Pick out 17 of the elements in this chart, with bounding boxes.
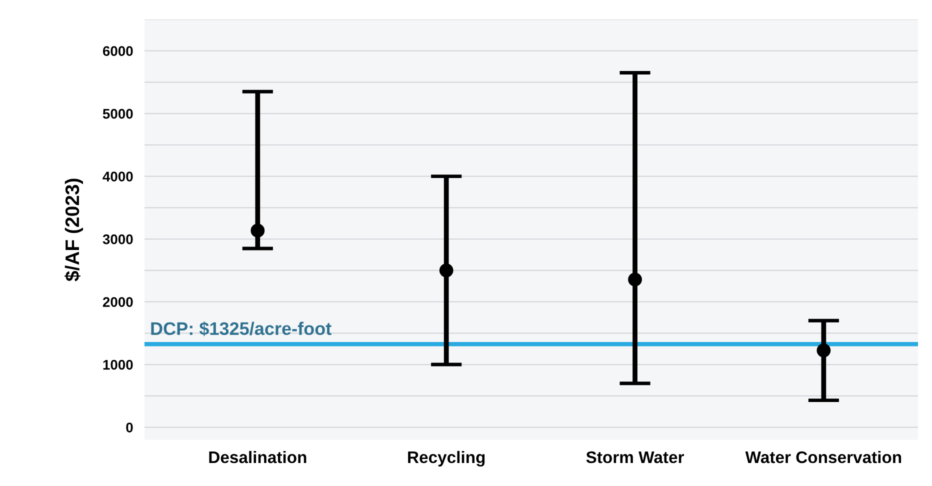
x-tick-label: Recycling — [408, 450, 485, 467]
point — [439, 263, 454, 278]
y-tick-label: 5000 — [102, 108, 133, 119]
point — [250, 224, 265, 238]
y-tick-label: 6000 — [102, 46, 133, 56]
y-tick-label: 1000 — [103, 360, 133, 370]
y-tick-label: 2000 — [102, 297, 133, 307]
y-tick-label: 0 — [126, 422, 133, 432]
y-axis-title: $/AF (2023) — [64, 178, 84, 282]
x-tick-label: Water Conservation — [745, 450, 902, 464]
point — [816, 343, 831, 358]
point — [628, 272, 642, 286]
x-tick-label: Desalination — [209, 450, 306, 464]
ref-line-label: DCP: $1325/acre-foot — [151, 321, 332, 336]
x-tick-label: Storm Water — [586, 451, 684, 464]
y-tick-label: 3000 — [102, 234, 133, 244]
y-tick-label: 4000 — [102, 172, 133, 182]
